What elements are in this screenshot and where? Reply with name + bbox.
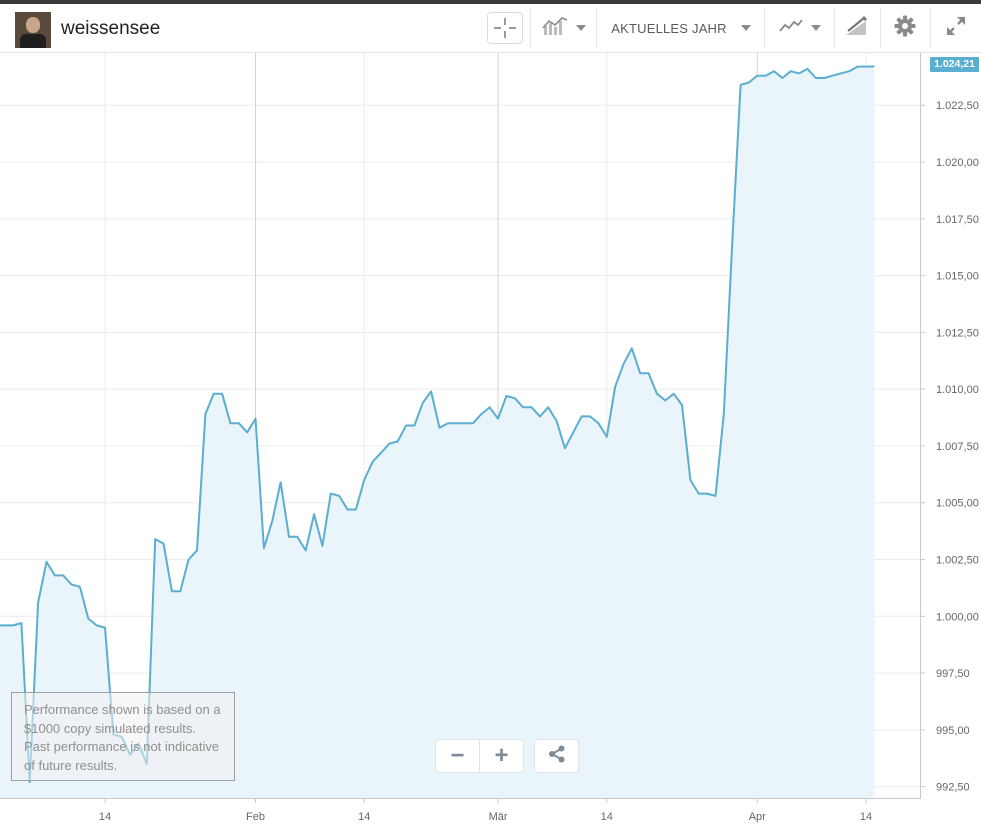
x-tick-label: 14 — [601, 811, 613, 823]
range-dropdown[interactable]: AKTUELLES JAHR — [606, 4, 756, 52]
compare-button[interactable] — [538, 4, 590, 52]
plot-frame — [0, 53, 921, 799]
username[interactable]: weissensee — [61, 18, 161, 39]
crosshair-icon — [487, 12, 523, 44]
fullscreen-button[interactable] — [934, 4, 978, 52]
drawing-tools-button[interactable] — [836, 4, 876, 52]
x-tick-label: 14 — [99, 811, 111, 823]
last-value-badge: 1.024,21 — [930, 57, 979, 72]
y-axis: 992,50 995,00 997,50 1.000,00 1.002,50 1.005,… — [936, 100, 979, 793]
y-tick-label: 997,50 — [936, 668, 970, 680]
series-area — [0, 66, 875, 798]
avatar[interactable] — [15, 12, 51, 48]
chart-header: weissensee AKTUELLES JAHR — [0, 4, 981, 53]
chevron-down-icon — [811, 25, 821, 31]
y-tick-label: 1.002,50 — [936, 555, 979, 567]
line-chart-type-icon — [779, 18, 803, 39]
x-tick-label: 14 — [358, 811, 370, 823]
expand-icon — [945, 15, 967, 42]
y-tick-label: 1.022,50 — [936, 100, 979, 112]
y-tick-label: 1.015,00 — [936, 271, 979, 283]
y-tick-label: 1.010,00 — [936, 384, 979, 396]
y-tick-label: 1.007,50 — [936, 441, 979, 453]
chevron-down-icon — [576, 25, 586, 31]
y-tick-label: 1.012,50 — [936, 327, 979, 339]
x-tick-label: Mär — [489, 811, 508, 823]
window-top-edge — [0, 0, 981, 4]
x-tick-label: Feb — [246, 811, 265, 823]
y-tick-label: 1.020,00 — [936, 157, 979, 169]
x-tick-label: 14 — [860, 811, 872, 823]
share-icon — [548, 745, 566, 768]
gear-icon — [894, 15, 916, 42]
y-tick-label: 1.000,00 — [936, 611, 979, 623]
range-label: AKTUELLES JAHR — [611, 20, 727, 36]
y-tick-label: 995,00 — [936, 725, 970, 737]
y-tick-label: 1.005,00 — [936, 498, 979, 510]
chart-compare-icon — [542, 16, 568, 41]
share-button[interactable] — [535, 740, 578, 772]
y-tick-label: 992,50 — [936, 782, 970, 794]
x-axis: 14 Feb 14 Mär 14 Apr 14 — [99, 811, 872, 823]
y-tick-label: 1.017,50 — [936, 214, 979, 226]
drawing-tools-icon — [844, 15, 868, 42]
x-tick-label: Apr — [749, 811, 766, 823]
crosshair-button[interactable] — [484, 4, 526, 52]
zoom-controls: − + — [436, 740, 523, 772]
chart-type-button[interactable] — [772, 4, 828, 52]
performance-disclaimer: Performance shown is based on a $1000 co… — [11, 692, 235, 781]
chart-area-fill — [0, 66, 875, 798]
zoom-in-button[interactable]: + — [479, 740, 523, 772]
settings-button[interactable] — [884, 4, 926, 52]
zoom-out-button[interactable]: − — [450, 742, 465, 769]
chevron-down-icon — [740, 25, 751, 31]
